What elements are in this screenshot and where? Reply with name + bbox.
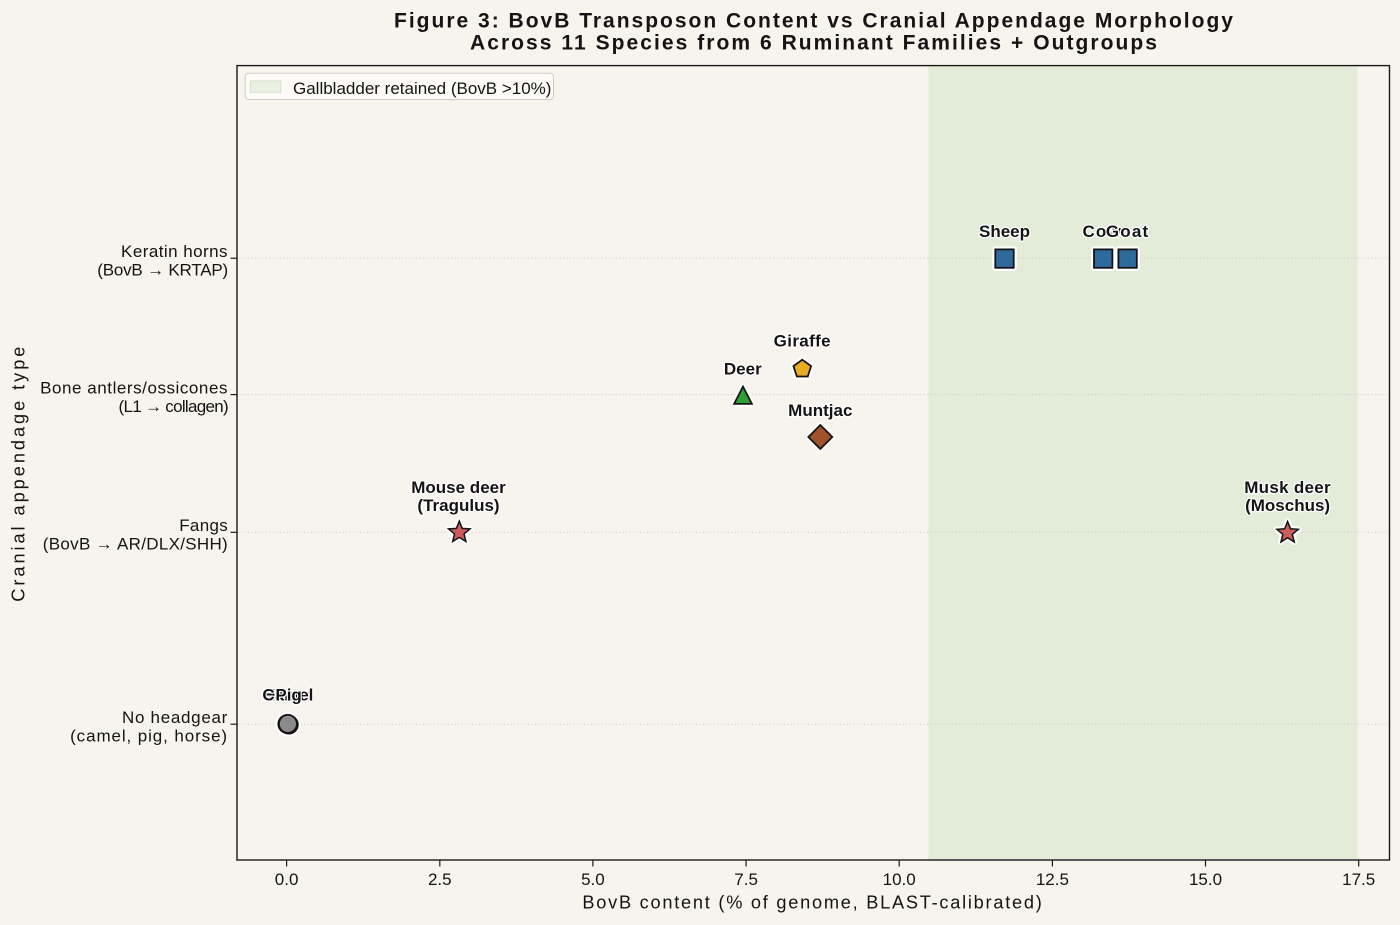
svg-text:15.0: 15.0 [1189, 870, 1222, 889]
svg-text:Gallbladder retained (BovB >10: Gallbladder retained (BovB >10%) [293, 79, 551, 98]
svg-text:Cow: Cow [1082, 222, 1121, 241]
svg-text:Fangs: Fangs [179, 516, 228, 535]
svg-text:Giraffe: Giraffe [774, 331, 831, 350]
svg-text:(BovB → AR/DLX/SHH): (BovB → AR/DLX/SHH) [43, 535, 228, 554]
svg-text:Muntjac: Muntjac [788, 401, 852, 420]
svg-text:(BovB → KRTAP): (BovB → KRTAP) [97, 260, 228, 279]
svg-text:5.0: 5.0 [581, 870, 605, 889]
svg-text:Mouse deer: Mouse deer [411, 478, 506, 497]
svg-text:(Moschus): (Moschus) [1245, 496, 1330, 515]
svg-text:Camel: Camel [262, 686, 313, 705]
svg-text:Horse: Horse [263, 686, 311, 705]
svg-text:Figure 3: BovB Transposon Cont: Figure 3: BovB Transposon Content vs Cra… [394, 10, 1235, 33]
svg-text:0.0: 0.0 [275, 870, 299, 889]
svg-text:(L1 → collagen): (L1 → collagen) [118, 397, 228, 416]
svg-text:Cranial appendage type: Cranial appendage type [9, 344, 29, 602]
svg-text:No headgear: No headgear [122, 708, 228, 727]
svg-text:10.0: 10.0 [883, 870, 916, 889]
svg-text:12.5: 12.5 [1036, 870, 1069, 889]
svg-text:7.5: 7.5 [734, 870, 758, 889]
svg-text:(camel, pig, horse): (camel, pig, horse) [70, 726, 228, 745]
svg-text:Deer: Deer [724, 359, 762, 378]
svg-text:BovB content (% of genome, BLA: BovB content (% of genome, BLAST-calibra… [582, 893, 1043, 913]
svg-text:Keratin horns: Keratin horns [121, 242, 228, 261]
svg-text:Goat: Goat [1106, 222, 1150, 241]
svg-text:(Tragulus): (Tragulus) [417, 496, 499, 515]
svg-text:Bone antlers/ossicones: Bone antlers/ossicones [40, 379, 228, 398]
svg-text:Musk deer: Musk deer [1244, 478, 1331, 497]
svg-text:Sheep: Sheep [979, 222, 1030, 241]
svg-text:Pig: Pig [275, 686, 301, 705]
svg-text:17.5: 17.5 [1342, 870, 1375, 889]
svg-text:Across 11 Species from 6 Rumin: Across 11 Species from 6 Ruminant Famili… [470, 32, 1159, 55]
svg-text:2.5: 2.5 [428, 870, 452, 889]
